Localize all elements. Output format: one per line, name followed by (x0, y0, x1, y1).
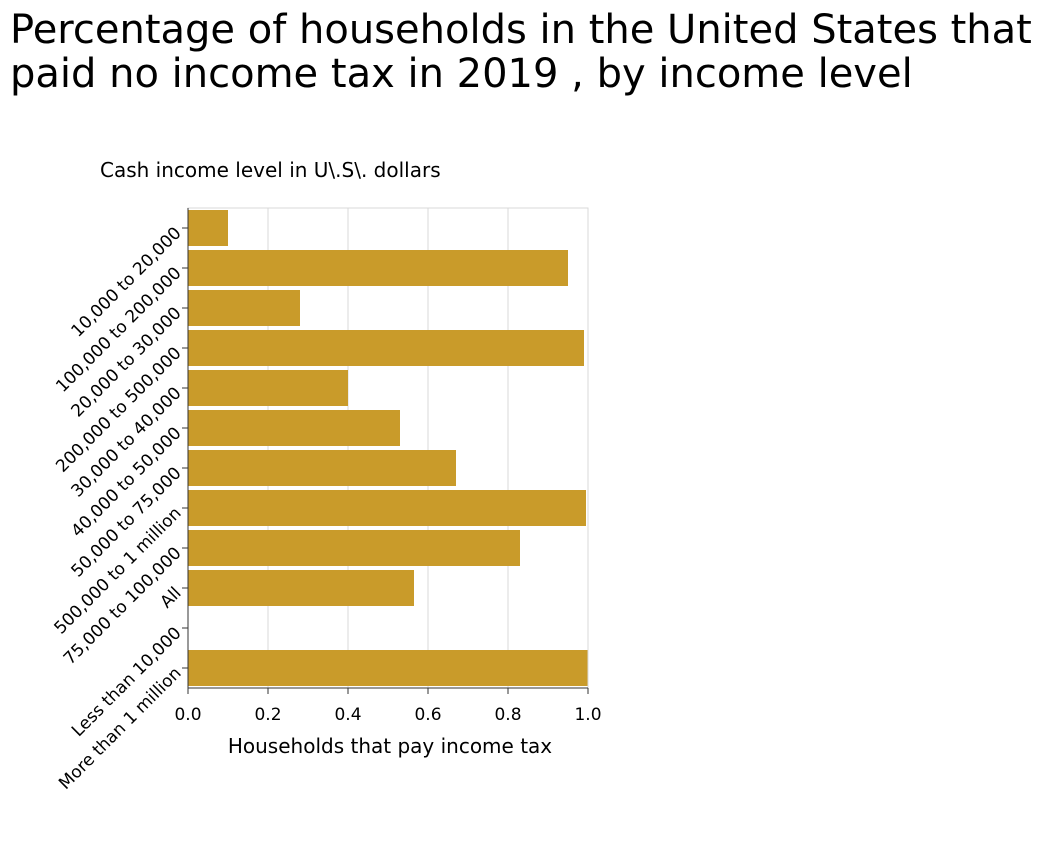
bar (188, 250, 568, 286)
bar (188, 530, 520, 566)
x-tick-label: 0.0 (174, 705, 201, 725)
x-tick-label: 0.8 (494, 705, 521, 725)
chart-title: Percentage of households in the United S… (10, 7, 1032, 97)
x-tick-label: 0.2 (254, 705, 281, 725)
bar (188, 570, 414, 606)
y-tick-label: All (156, 583, 185, 612)
bar (188, 650, 588, 686)
bar (188, 490, 586, 526)
bar (188, 210, 228, 246)
bars (188, 210, 588, 686)
x-axis-label: Households that pay income tax (228, 734, 552, 758)
bar (188, 410, 400, 446)
bar (188, 370, 348, 406)
x-tick-label: 1.0 (574, 705, 601, 725)
bar (188, 450, 456, 486)
y-axis-label: Cash income level in U\.S\. dollars (100, 158, 441, 182)
x-tick-label: 0.6 (414, 705, 441, 725)
x-tick-label: 0.4 (334, 705, 361, 725)
x-ticks: 0.0 0.2 0.4 0.6 0.8 1.0 (174, 688, 602, 725)
bar (188, 330, 584, 366)
bar (188, 290, 300, 326)
axes (187, 207, 589, 689)
